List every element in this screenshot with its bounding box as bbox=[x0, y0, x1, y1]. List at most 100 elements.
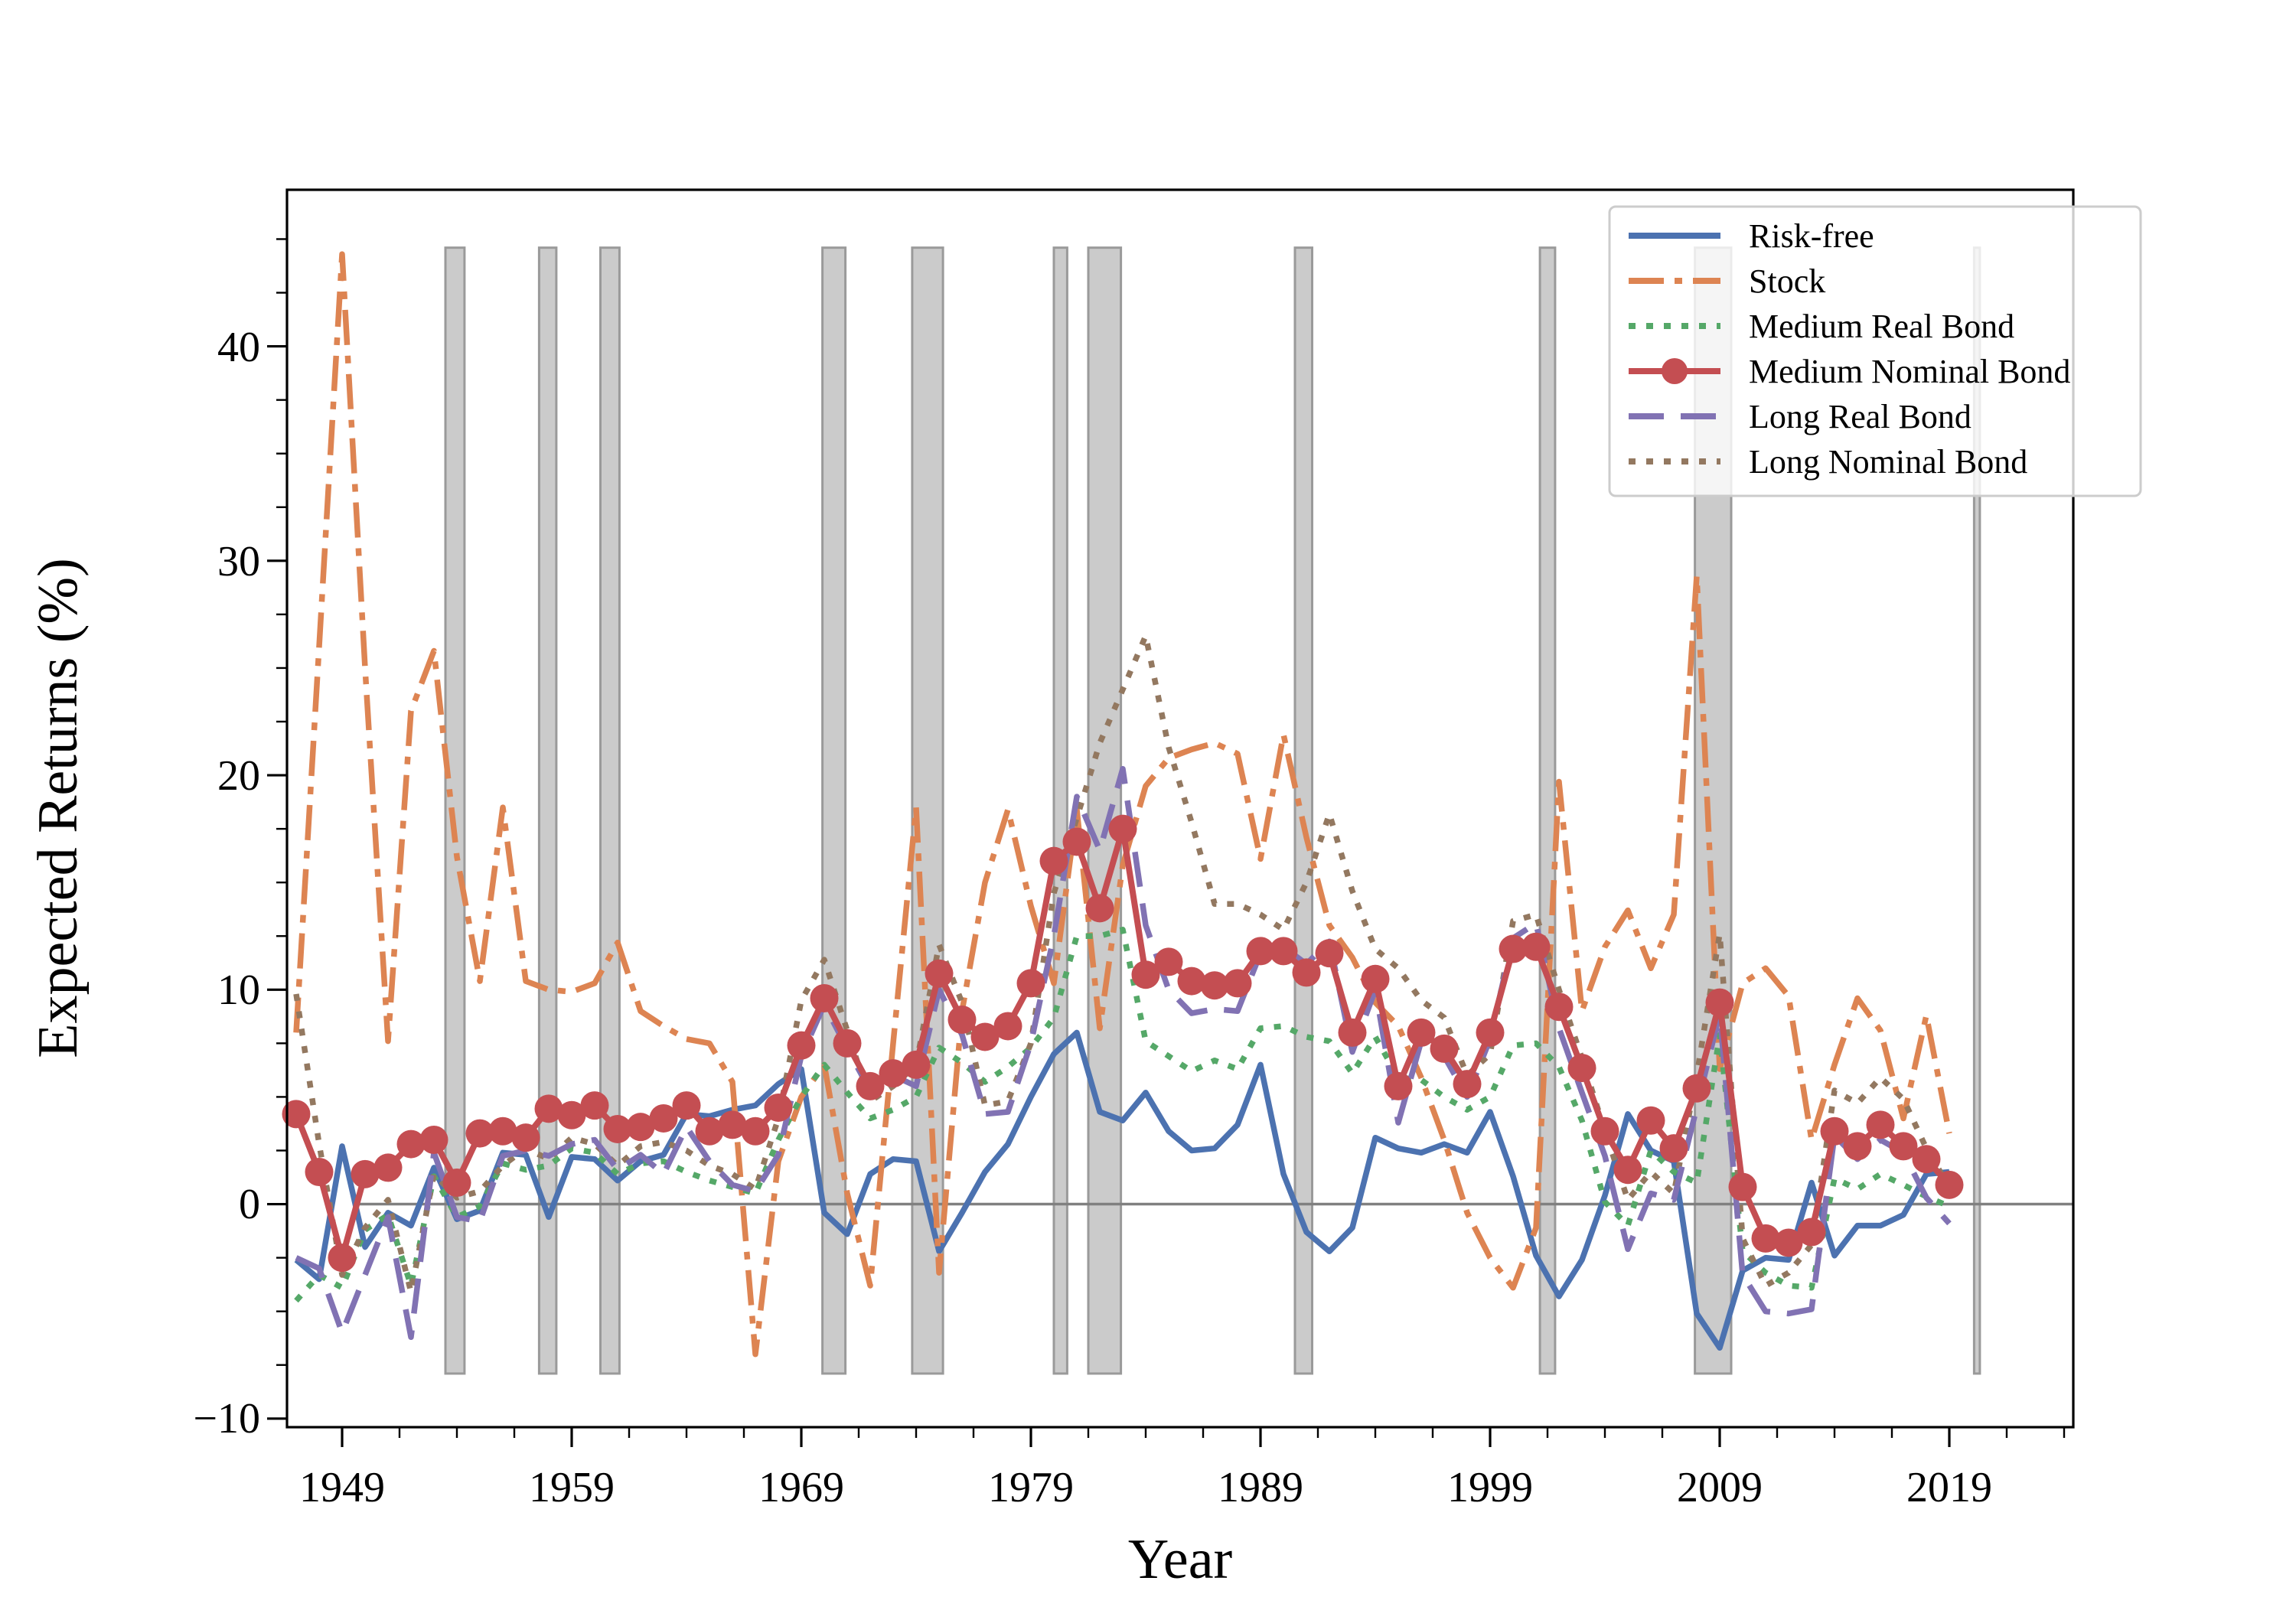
legend-entry-long-nominal-bond: Long Nominal Bond bbox=[1629, 443, 2027, 481]
series-marker-medium-nominal-bond bbox=[902, 1050, 931, 1079]
series-marker-medium-nominal-bond bbox=[947, 1006, 977, 1035]
y-axis-tick-labels: −10 0 10 20 30 40 bbox=[193, 324, 260, 1442]
series-marker-medium-nominal-bond bbox=[1567, 1054, 1596, 1083]
series-marker-medium-nominal-bond bbox=[351, 1159, 380, 1188]
legend-frame bbox=[1608, 205, 2142, 497]
x-tick-label: 1979 bbox=[988, 1464, 1074, 1511]
series-marker-medium-nominal-bond bbox=[1659, 1134, 1688, 1163]
x-tick-label: 1959 bbox=[529, 1464, 615, 1511]
legend: Risk-free Stock Medium Real Bond Medium … bbox=[1608, 205, 2142, 497]
plot-box bbox=[285, 188, 2075, 1429]
series-marker-medium-nominal-bond bbox=[328, 1244, 357, 1273]
y-tick-label: −10 bbox=[193, 1395, 260, 1442]
series-marker-medium-nominal-bond bbox=[1039, 846, 1068, 875]
series-marker-medium-nominal-bond bbox=[1590, 1116, 1619, 1146]
series-marker-medium-nominal-bond bbox=[718, 1110, 747, 1139]
series-marker-medium-nominal-bond bbox=[396, 1129, 426, 1159]
series-marker-medium-nominal-bond bbox=[511, 1123, 540, 1152]
series-marker-medium-nominal-bond bbox=[1935, 1170, 1964, 1199]
series-marker-medium-nominal-bond bbox=[1453, 1070, 1482, 1099]
series-marker-medium-nominal-bond bbox=[856, 1071, 885, 1100]
series-layer bbox=[282, 251, 1964, 1358]
series-marker-medium-nominal-bond bbox=[1154, 947, 1183, 976]
series-line-stock bbox=[293, 251, 1952, 1358]
y-tick-label: 0 bbox=[239, 1181, 260, 1228]
series-marker-medium-nominal-bond bbox=[1177, 966, 1206, 996]
series-marker-medium-nominal-bond bbox=[1407, 1018, 1436, 1047]
series-marker-medium-nominal-bond bbox=[488, 1116, 517, 1146]
series-marker-medium-nominal-bond bbox=[603, 1114, 632, 1143]
y-tick-label: 30 bbox=[217, 538, 260, 585]
series-marker-medium-nominal-bond bbox=[1384, 1071, 1413, 1100]
series-marker-medium-nominal-bond bbox=[1797, 1217, 1826, 1247]
series-marker-medium-nominal-bond bbox=[1131, 960, 1160, 989]
x-tick-label: 1949 bbox=[299, 1464, 385, 1511]
series-marker-medium-nominal-bond bbox=[580, 1091, 609, 1120]
legend-label-medium-real-bond: Medium Real Bond bbox=[1749, 308, 2014, 345]
series-marker-medium-nominal-bond bbox=[1085, 894, 1114, 923]
series-marker-medium-nominal-bond bbox=[1338, 1018, 1367, 1047]
series-marker-medium-nominal-bond bbox=[1223, 969, 1252, 998]
series-marker-medium-nominal-bond bbox=[1636, 1106, 1665, 1135]
recession-band bbox=[1052, 246, 1068, 1375]
series-marker-medium-nominal-bond bbox=[1889, 1132, 1918, 1161]
x-tick-label: 1989 bbox=[1218, 1464, 1303, 1511]
series-marker-medium-nominal-bond bbox=[1499, 934, 1528, 963]
series-marker-medium-nominal-bond bbox=[833, 1028, 862, 1058]
legend-entry-risk-free: Risk-free bbox=[1629, 217, 1874, 255]
series-marker-medium-nominal-bond bbox=[879, 1059, 908, 1088]
legend-label-risk-free: Risk-free bbox=[1749, 217, 1874, 255]
series-marker-medium-nominal-bond bbox=[810, 984, 839, 1013]
series-marker-medium-nominal-bond bbox=[465, 1119, 494, 1148]
series-marker-medium-nominal-bond bbox=[1912, 1145, 1941, 1174]
series-marker-medium-nominal-bond bbox=[1269, 937, 1298, 966]
series-line-medium-real-bond bbox=[294, 927, 1951, 1303]
series-marker-medium-nominal-bond bbox=[282, 1100, 311, 1129]
x-tick-label: 2019 bbox=[1906, 1464, 1992, 1511]
legend-entry-long-real-bond: Long Real Bond bbox=[1629, 398, 1971, 435]
x-tick-label: 1999 bbox=[1447, 1464, 1533, 1511]
y-tick-label: 20 bbox=[217, 752, 260, 800]
series-marker-medium-nominal-bond bbox=[787, 1031, 816, 1060]
series-marker-medium-nominal-bond bbox=[373, 1153, 403, 1182]
series-marker-medium-nominal-bond bbox=[442, 1169, 471, 1198]
series-marker-medium-nominal-bond bbox=[1016, 969, 1045, 998]
series-line-long-nominal-bond bbox=[293, 633, 1952, 1296]
series-marker-medium-nominal-bond bbox=[1544, 993, 1574, 1022]
series-marker-medium-nominal-bond bbox=[1062, 827, 1091, 856]
series-marker-medium-nominal-bond bbox=[741, 1116, 770, 1146]
series-marker-medium-nominal-bond bbox=[1430, 1034, 1459, 1063]
legend-label-stock: Stock bbox=[1749, 262, 1825, 300]
series-marker-medium-nominal-bond bbox=[419, 1125, 448, 1154]
recession-band bbox=[821, 246, 847, 1375]
series-marker-medium-nominal-bond bbox=[1866, 1110, 1895, 1139]
series-marker-medium-nominal-bond bbox=[1751, 1224, 1780, 1253]
series-marker-medium-nominal-bond bbox=[695, 1116, 724, 1146]
series-marker-medium-nominal-bond bbox=[1728, 1172, 1757, 1201]
legend-entry-medium-nominal-bond: Medium Nominal Bond bbox=[1629, 353, 2070, 390]
series-marker-medium-nominal-bond bbox=[1108, 814, 1137, 843]
series-marker-medium-nominal-bond bbox=[1521, 932, 1551, 961]
series-marker-medium-nominal-bond bbox=[1682, 1074, 1711, 1103]
recession-band bbox=[1293, 246, 1313, 1375]
series-marker-medium-nominal-bond bbox=[305, 1158, 334, 1187]
series-marker-medium-nominal-bond bbox=[672, 1091, 701, 1120]
series-marker-medium-nominal-bond bbox=[1200, 971, 1229, 1000]
medium-nominal-bond-marker-sample bbox=[1662, 358, 1688, 384]
x-axis-title: Year bbox=[1128, 1528, 1232, 1591]
series-marker-medium-nominal-bond bbox=[925, 959, 954, 988]
series-marker-medium-nominal-bond bbox=[534, 1094, 563, 1123]
series-marker-medium-nominal-bond bbox=[649, 1103, 678, 1133]
series-marker-medium-nominal-bond bbox=[764, 1093, 793, 1122]
series-marker-medium-nominal-bond bbox=[1361, 964, 1390, 993]
legend-label-medium-nominal-bond: Medium Nominal Bond bbox=[1749, 353, 2070, 390]
legend-label-long-nominal-bond: Long Nominal Bond bbox=[1749, 443, 2027, 481]
x-tick-label: 2009 bbox=[1677, 1464, 1763, 1511]
series-marker-medium-nominal-bond bbox=[1705, 988, 1734, 1017]
recession-band bbox=[599, 246, 621, 1375]
series-marker-medium-nominal-bond bbox=[970, 1022, 1000, 1051]
legend-label-long-real-bond: Long Real Bond bbox=[1749, 398, 1971, 435]
series-marker-medium-nominal-bond bbox=[993, 1012, 1022, 1041]
